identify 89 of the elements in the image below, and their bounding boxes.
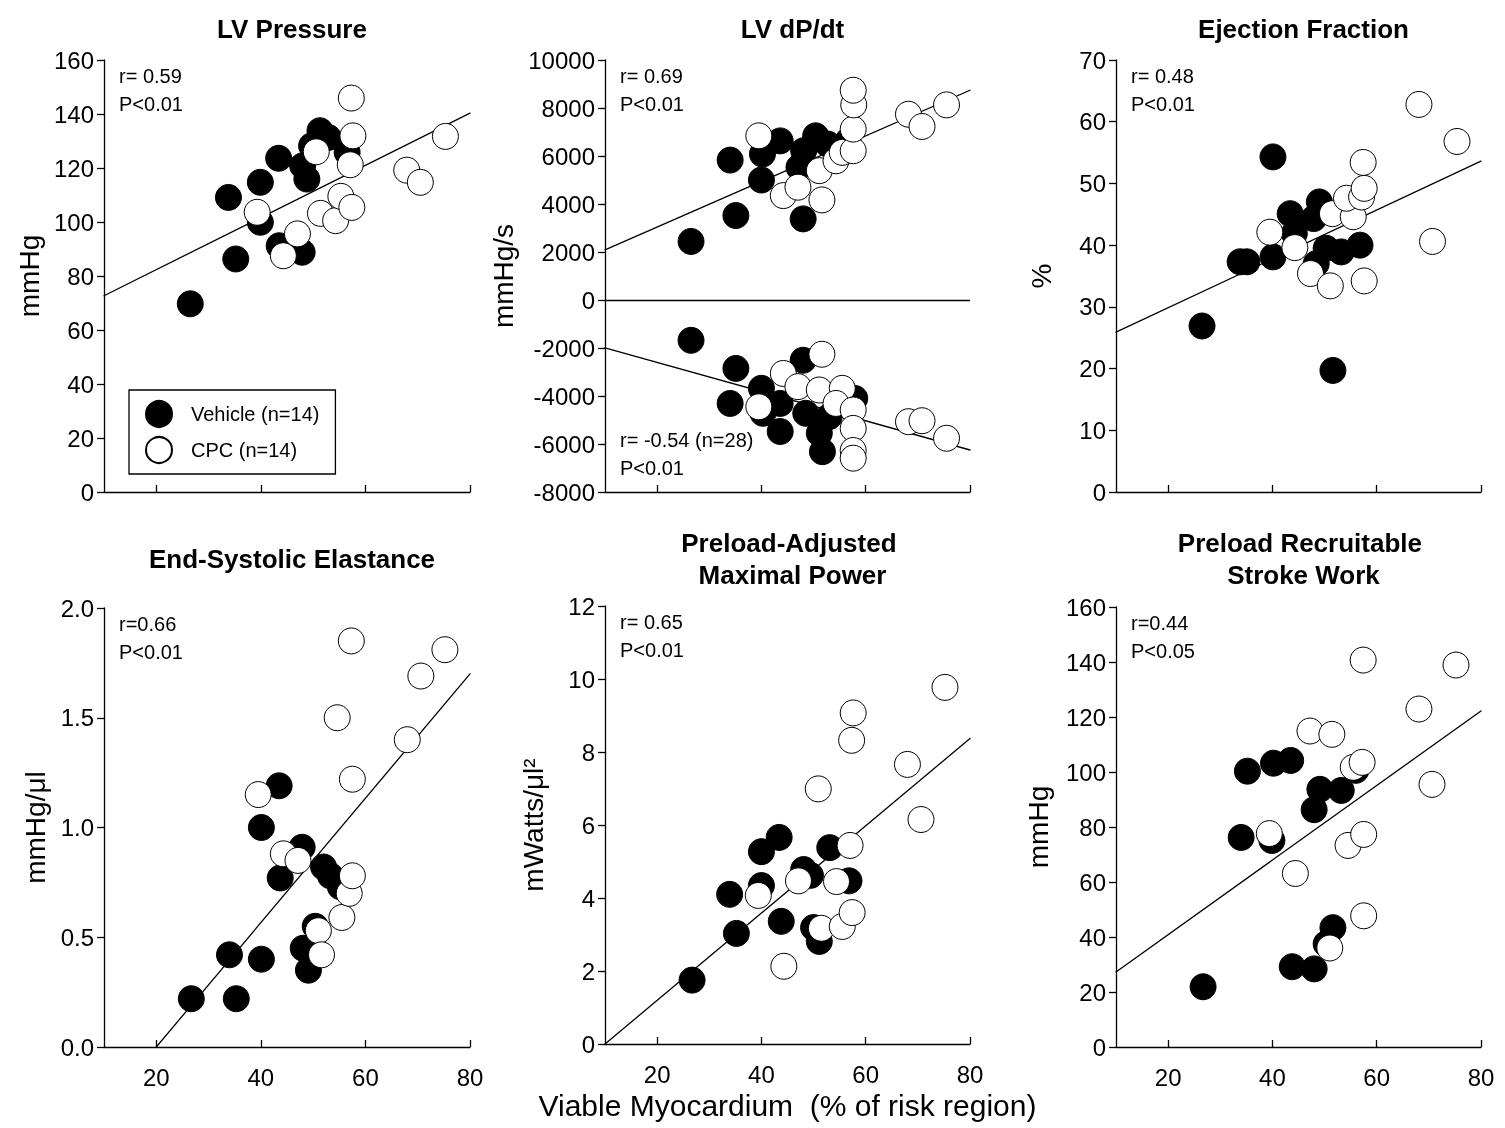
y-tick-label: 120 [53, 154, 94, 182]
x-axis-title: Viable Myocardium (% of risk region) [538, 1089, 1037, 1123]
chart-title: End-Systolic Elastance [148, 544, 436, 574]
x-tick-label: 20 [643, 1060, 671, 1088]
y-tick-label: 70 [1079, 46, 1106, 74]
y-tick-label: 140 [1065, 648, 1106, 676]
annotation: r=0.44 [1131, 612, 1189, 634]
x-tick-label: 80 [456, 1063, 484, 1091]
annotation: P<0.01 [1131, 93, 1195, 115]
annotation: P<0.01 [119, 93, 183, 115]
y-tick-label: 0 [1092, 1033, 1106, 1061]
y-tick-label: 10 [1079, 416, 1106, 444]
y-tick-label: 0 [1092, 478, 1106, 506]
y-tick-label: 8000 [541, 94, 595, 122]
y-tick-label: 1.0 [60, 814, 94, 841]
y-axis-title: mmHg [13, 234, 45, 318]
annotation: r=0.66 [119, 613, 177, 635]
y-tick-label: 80 [67, 262, 94, 290]
annotation: r= -0.54 (n=28) [620, 429, 754, 451]
x-tick-label: 20 [142, 1063, 170, 1091]
y-tick-label: 0 [581, 1030, 595, 1058]
x-tick-label: 20 [1154, 1063, 1182, 1091]
y-tick-label: 160 [1065, 593, 1106, 621]
x-tick-label: 40 [748, 1060, 775, 1088]
y-tick-label: -6000 [533, 430, 595, 458]
y-tick-label: 50 [1079, 169, 1106, 197]
y-tick-label: 6000 [541, 142, 595, 170]
y-tick-label: 10 [568, 665, 595, 693]
chart-title: Ejection Fraction [1198, 14, 1409, 44]
y-tick-label: 2000 [541, 238, 595, 266]
annotation: P<0.01 [620, 93, 684, 115]
legend-label: CPC (n=14) [191, 439, 298, 461]
y-tick-label: 140 [53, 100, 94, 128]
y-tick-label: 100 [1065, 758, 1106, 786]
x-tick-label: 40 [247, 1063, 275, 1091]
y-axis-title: mWatts/μl² [517, 758, 549, 892]
y-tick-label: 2 [581, 957, 595, 985]
y-tick-label: 0 [80, 478, 94, 506]
y-axis-title: mmHg/s [487, 223, 519, 329]
legend-label: Vehicle (n=14) [191, 403, 320, 425]
y-axis-title: mmHg [1022, 785, 1054, 869]
y-tick-label: 80 [1079, 813, 1106, 841]
y-tick-label: 0 [581, 286, 595, 314]
chart-title: Preload-Adjusted Maximal Power [681, 528, 904, 590]
y-tick-label: 30 [1079, 293, 1106, 321]
y-tick-label: -2000 [533, 334, 595, 362]
x-tick-label: 60 [852, 1060, 880, 1088]
y-tick-label: 40 [1079, 923, 1106, 951]
y-tick-label: 0.0 [60, 1033, 94, 1061]
y-tick-label: -8000 [533, 478, 595, 506]
y-tick-label: 10000 [528, 46, 595, 74]
y-tick-label: 60 [1079, 868, 1106, 896]
y-tick-label: 20 [67, 424, 94, 452]
y-tick-label: 40 [67, 370, 94, 398]
x-tick-label: 80 [1467, 1063, 1495, 1091]
y-tick-label: 60 [67, 316, 94, 344]
y-tick-label: 20 [1079, 355, 1106, 383]
chart-title: LV dP/dt [740, 14, 845, 44]
y-tick-label: 12 [568, 592, 595, 620]
y-tick-label: 120 [1065, 703, 1106, 731]
y-tick-label: 8 [581, 738, 595, 766]
x-tick-label: 60 [1363, 1063, 1391, 1091]
y-tick-label: 100 [53, 208, 94, 236]
x-tick-label: 60 [352, 1063, 379, 1091]
y-tick-label: 40 [1079, 231, 1106, 259]
y-axis-title: mmHg/μl [20, 771, 52, 884]
y-tick-label: -4000 [533, 382, 595, 410]
x-tick-label: 40 [1259, 1063, 1286, 1091]
y-tick-label: 0.5 [60, 923, 94, 951]
annotation: r= 0.65 [620, 611, 683, 633]
annotation: r= 0.59 [119, 65, 182, 87]
y-tick-label: 4000 [541, 190, 595, 218]
y-tick-label: 1.5 [60, 704, 94, 732]
y-tick-label: 20 [1079, 978, 1106, 1006]
annotation: r= 0.48 [1131, 65, 1194, 87]
y-tick-label: 160 [53, 46, 94, 74]
y-axis-title: % [1025, 263, 1057, 289]
annotation: P<0.01 [620, 457, 684, 479]
annotation: P<0.01 [119, 641, 183, 663]
annotation: P<0.05 [1131, 640, 1195, 662]
chart-title: Preload Recruitable Stroke Work [1177, 528, 1430, 590]
annotation: r= 0.69 [620, 65, 683, 87]
x-tick-label: 80 [956, 1060, 984, 1088]
y-tick-label: 60 [1079, 108, 1106, 136]
y-tick-label: 6 [581, 811, 595, 839]
y-tick-label: 2.0 [60, 594, 94, 622]
chart-title: LV Pressure [217, 14, 367, 44]
annotation: P<0.01 [620, 639, 684, 661]
y-tick-label: 4 [581, 884, 595, 912]
